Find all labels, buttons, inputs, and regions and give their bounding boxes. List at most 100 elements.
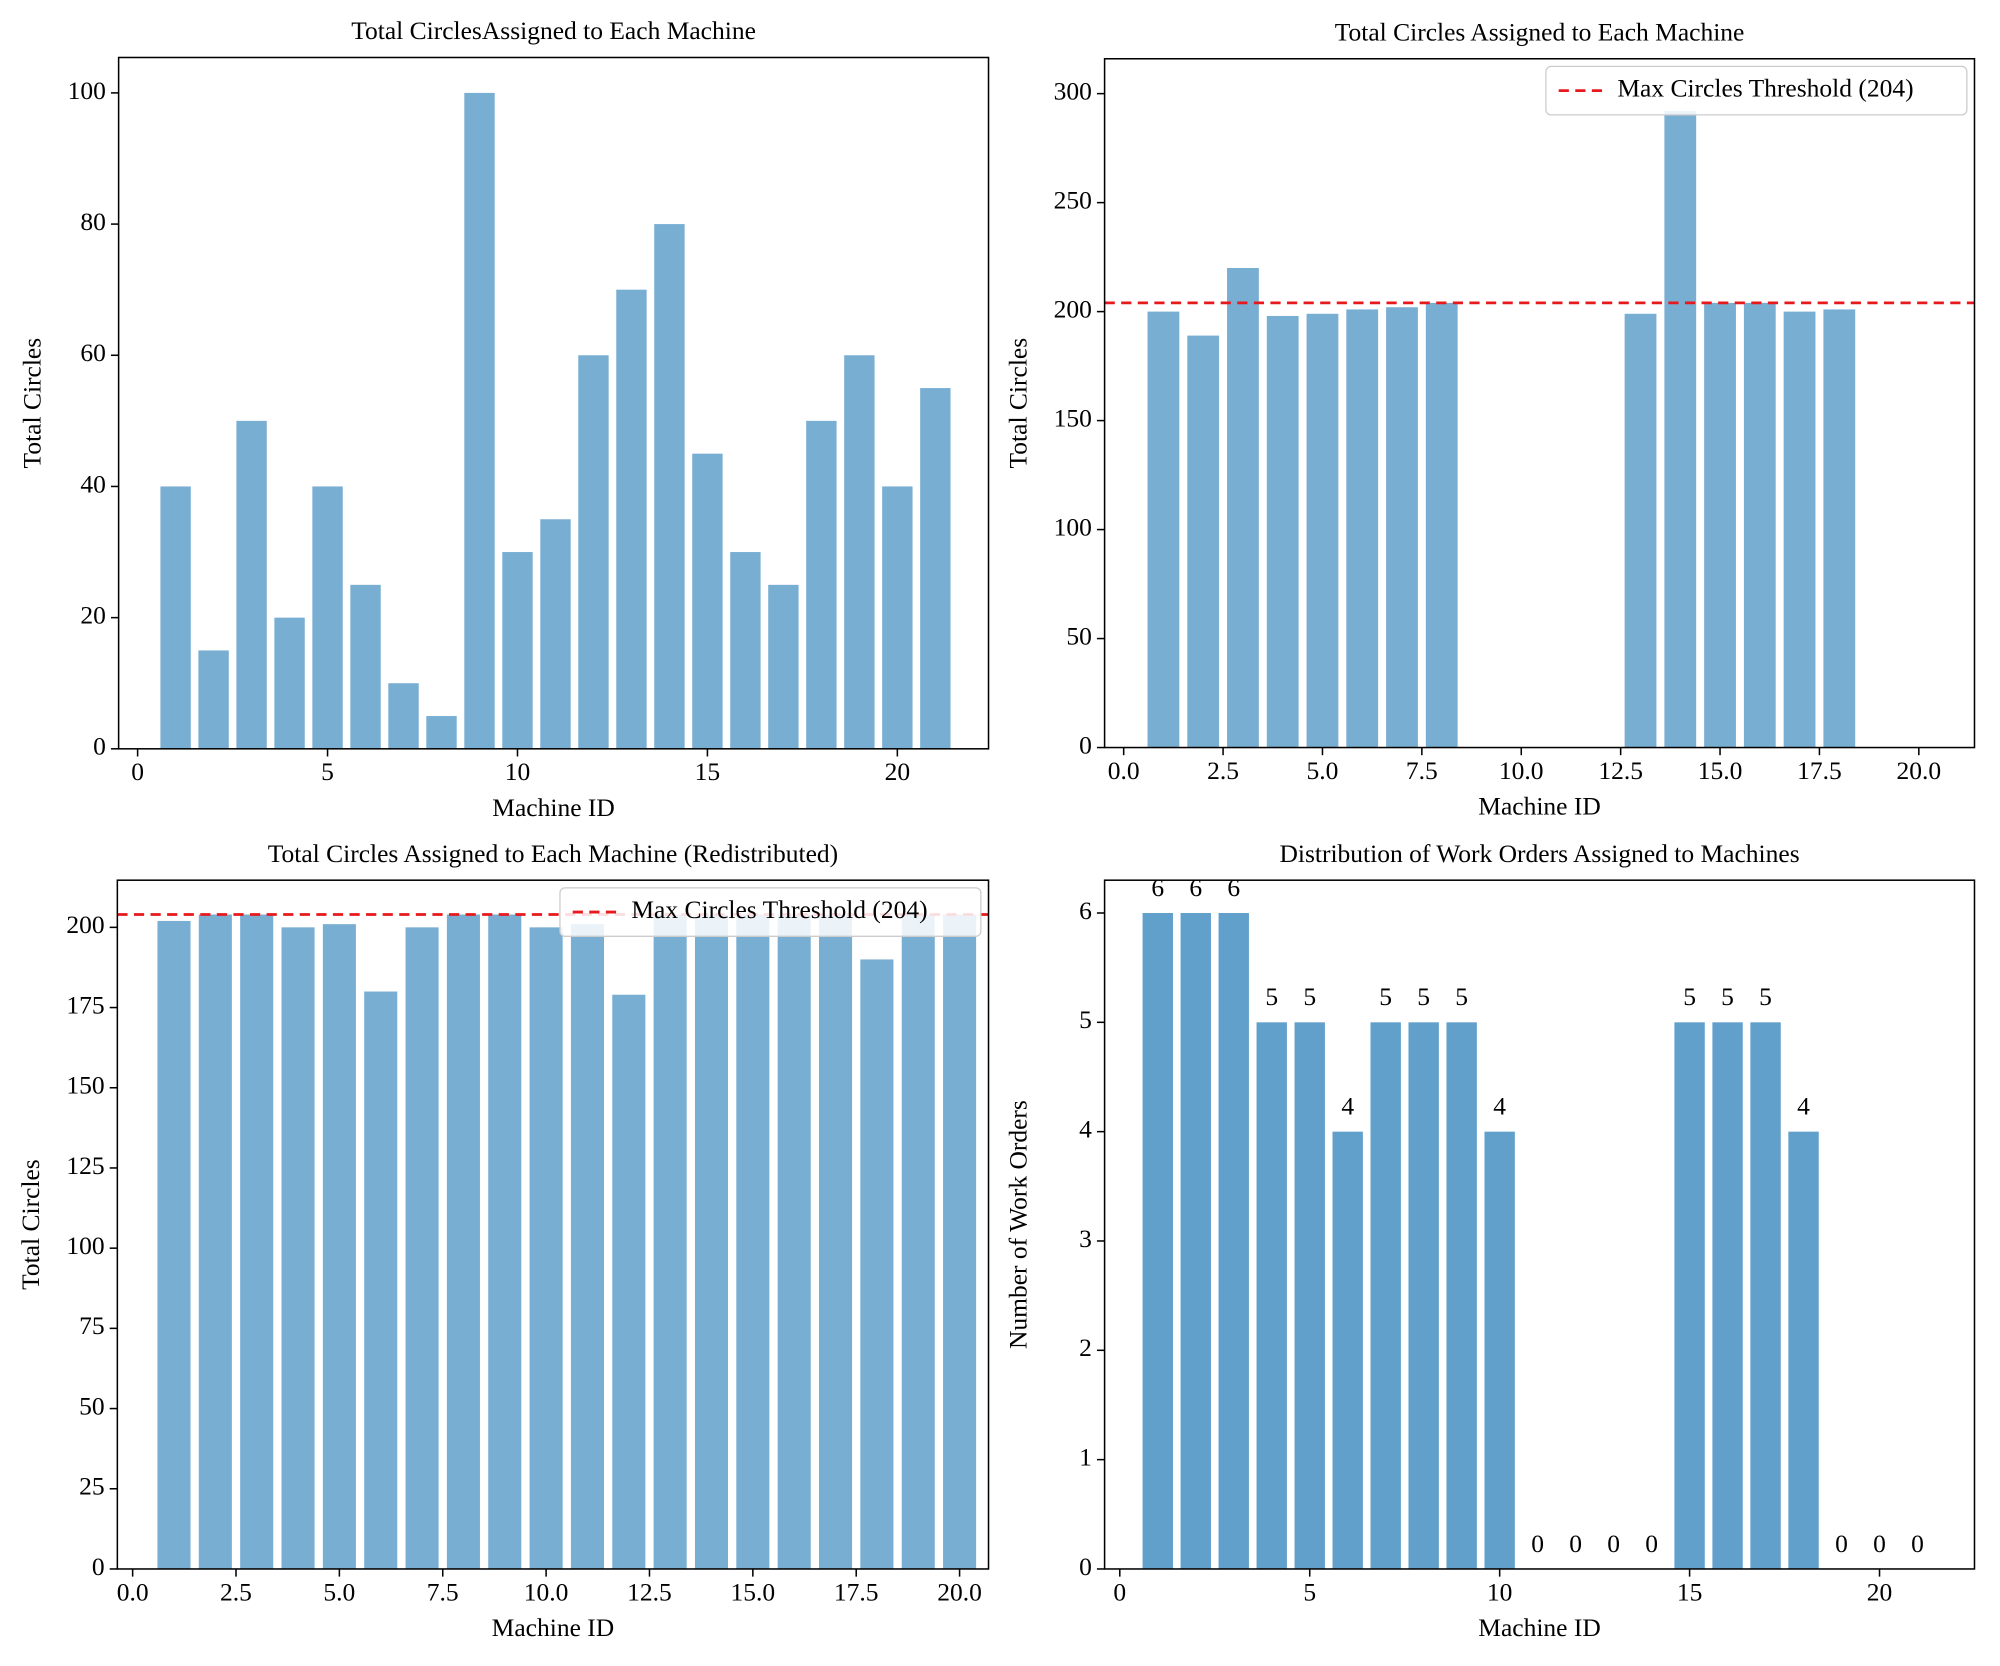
bar [943,914,977,1569]
bar [1266,315,1299,748]
bar [1446,1022,1477,1569]
y-axis-label: Total Circles [1003,338,1032,469]
x-tick-label: 15 [1677,1577,1703,1606]
bar [920,388,951,749]
bar [1306,313,1339,748]
bar [653,914,687,1569]
data-label: 6 [1151,873,1164,902]
y-tick-label: 1 [1079,1442,1092,1471]
bar [236,420,267,749]
y-tick-label: 50 [79,1391,104,1420]
bar [322,924,356,1569]
bar [529,927,563,1569]
bar [464,92,495,749]
bar [1142,912,1173,1569]
data-label: 0 [1645,1529,1658,1558]
bar [1386,307,1418,748]
bar [160,486,191,749]
bar [612,994,646,1569]
bar [312,486,343,749]
bar [1408,1022,1439,1569]
x-tick-label: 5.0 [1307,756,1339,785]
x-tick-label: 10 [505,757,531,786]
x-tick-label: 20.0 [937,1577,982,1606]
bar [446,914,480,1569]
data-label: 5 [1303,982,1316,1011]
axes-frame [117,56,990,750]
data-label: 5 [1721,982,1734,1011]
y-tick-label: 60 [80,338,106,367]
data-label: 0 [1911,1529,1924,1558]
x-tick-label: 12.5 [1598,756,1643,785]
bar [405,927,439,1569]
bar [274,617,305,749]
x-tick-label: 0 [131,757,144,786]
y-tick-label: 100 [1054,512,1092,541]
bar [768,584,799,749]
chart-title: Total Circles Assigned to Each Machine (… [268,839,838,868]
x-tick-label: 0 [1113,1577,1126,1606]
x-tick-label: 12.5 [627,1577,672,1606]
bar [1227,268,1259,748]
y-tick-label: 0 [1079,1552,1092,1581]
legend-box [559,887,982,937]
bar [1704,302,1736,748]
y-tick-label: 100 [68,76,106,105]
bar [901,914,935,1569]
y-tick-label: 0 [93,732,106,761]
y-tick-label: 4 [1079,1115,1092,1144]
axes-frame [116,879,990,1570]
data-label: 5 [1379,982,1392,1011]
x-tick-label: 0.0 [1108,756,1140,785]
x-axis-label: Machine ID [492,793,615,822]
x-tick-label: 15.0 [1698,756,1743,785]
x-tick-label: 10 [1487,1577,1513,1606]
x-tick-label: 20 [1867,1577,1892,1606]
legend-label: Max Circles Threshold (204) [1617,74,1913,103]
bar [860,959,894,1569]
x-tick-label: 5.0 [323,1577,355,1606]
data-label: 5 [1417,982,1430,1011]
bar [1484,1131,1515,1569]
bar [1712,1022,1743,1569]
bar [198,650,229,749]
bar [157,920,191,1569]
y-tick-label: 25 [79,1472,104,1501]
x-tick-label: 17.5 [1797,756,1842,785]
bar [1332,1131,1363,1569]
x-tick-label: 5 [321,757,334,786]
bar [1664,111,1697,748]
x-tick-label: 10.0 [1499,756,1544,785]
bar [502,552,533,749]
y-tick-label: 100 [66,1231,104,1260]
y-axis-label: Number of Work Orders [1003,1100,1032,1349]
y-tick-label: 300 [1054,76,1092,105]
x-tick-label: 5 [1303,1577,1316,1606]
chart-title: Total Circles Assigned to Each Machine [1335,17,1745,46]
data-label: 6 [1189,873,1202,902]
legend-label: Max Circles Threshold (204) [631,895,927,924]
bar [1346,309,1379,748]
x-tick-label: 15 [695,757,721,786]
bar [806,420,837,749]
bar [488,914,522,1569]
y-tick-label: 6 [1079,896,1092,925]
bar [818,914,853,1569]
data-label: 0 [1569,1529,1582,1558]
data-label: 0 [1607,1529,1620,1558]
y-tick-label: 250 [1054,185,1092,214]
y-tick-label: 175 [66,990,104,1019]
data-label: 4 [1341,1092,1354,1121]
y-tick-label: 125 [66,1151,104,1180]
x-axis-label: Machine ID [1478,1613,1601,1642]
x-tick-label: 0.0 [117,1577,149,1606]
y-tick-label: 75 [79,1311,104,1340]
bar [1370,1022,1401,1569]
data-label: 0 [1873,1529,1886,1558]
bar [198,914,232,1569]
bar [1624,313,1657,748]
data-label: 5 [1265,982,1278,1011]
bar [616,289,647,749]
bar [1783,311,1816,748]
